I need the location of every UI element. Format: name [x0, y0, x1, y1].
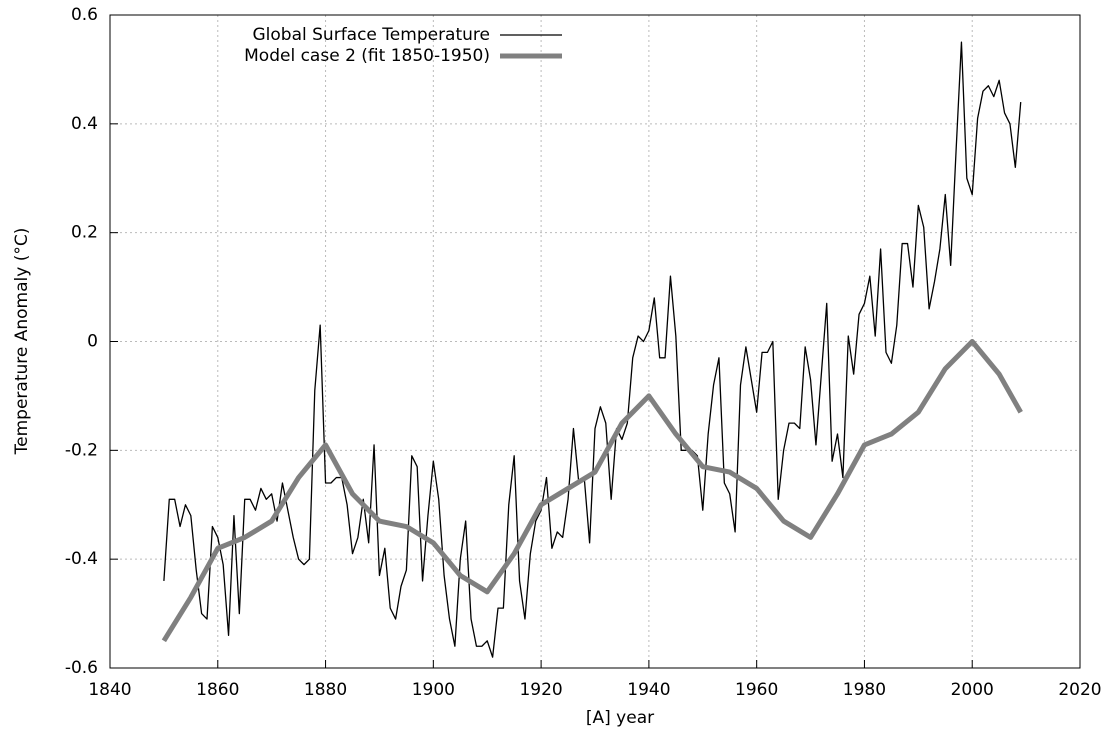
plot-frame	[109, 14, 1081, 669]
legend-label: Global Surface Temperature	[253, 25, 491, 45]
y-axis-label: Temperature Anomaly (°C)	[12, 228, 32, 456]
legend-label: Model case 2 (fit 1850-1950)	[244, 46, 490, 66]
x-tick-label: 2000	[951, 680, 994, 700]
series-line	[163, 41, 1022, 658]
y-tick-label: 0.2	[71, 223, 98, 243]
x-tick-label: 2020	[1058, 680, 1101, 700]
x-tick-label: 1880	[304, 680, 347, 700]
y-tick-label: 0.6	[71, 5, 98, 25]
x-tick-label: 1900	[412, 680, 455, 700]
x-tick-label: 1840	[88, 680, 131, 700]
y-tick-label: 0	[87, 332, 98, 352]
x-tick-label: 1920	[519, 680, 562, 700]
x-tick-label: 1940	[627, 680, 670, 700]
y-tick-label: -0.2	[65, 440, 98, 460]
x-axis-label: [A] year	[586, 708, 654, 728]
series-line	[161, 339, 1023, 643]
x-tick-label: 1980	[843, 680, 886, 700]
y-tick-label: -0.6	[65, 658, 98, 678]
y-tick-label: -0.4	[65, 549, 98, 569]
y-tick-label: 0.4	[71, 114, 98, 134]
x-tick-label: 1860	[196, 680, 239, 700]
x-tick-label: 1960	[735, 680, 778, 700]
